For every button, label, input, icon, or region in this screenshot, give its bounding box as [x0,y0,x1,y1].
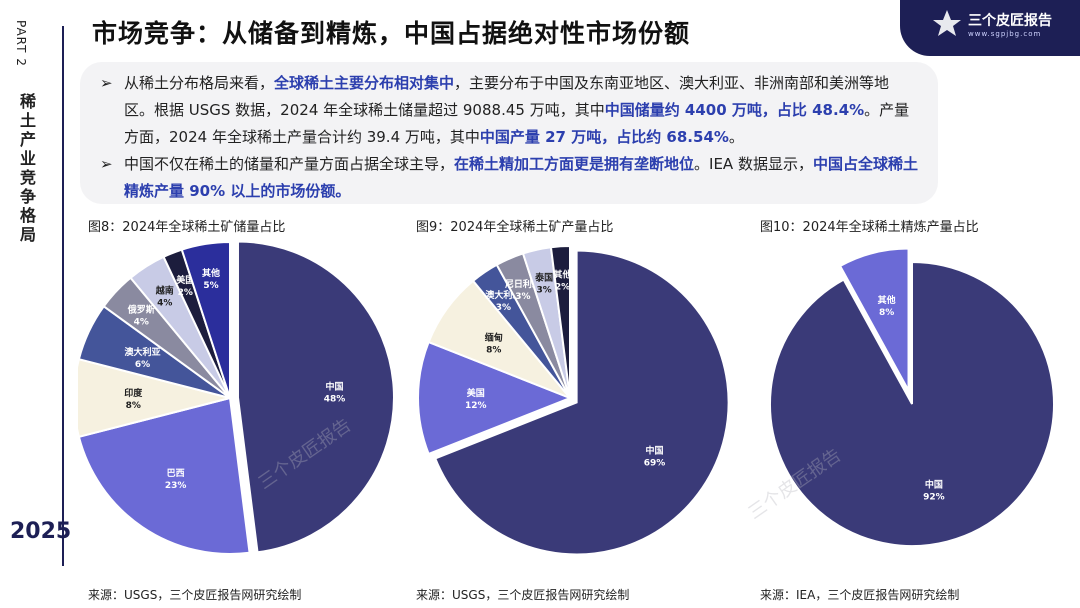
pie-slice-其他 [838,247,910,391]
arrow-bullet-icon: ➢ [100,74,113,92]
body-text: 。 [728,128,744,146]
slice-label-category: 俄罗斯 [127,304,155,316]
slice-label-category: 中国 [925,478,943,490]
pie-slice-中国 [433,249,730,556]
slice-label-value: 48% [324,394,346,404]
highlight-text: 中国储量约 4400 万吨，占比 48.4% [604,101,865,119]
slice-label-value: 2% [178,288,193,298]
body-text: 中国不仅在稀土的储量和产量方面占据全球主导， [124,155,455,173]
slice-label-value: 8% [486,346,501,356]
slice-label-value: 4% [157,298,172,308]
pie-slice-其他 [180,240,231,399]
slice-label-value: 3% [496,303,511,313]
page-title: 市场竞争：从储备到精炼，中国占据绝对性市场份额 [92,19,691,48]
summary-box: ➢ 从稀土分布格局来看，全球稀土主要分布相对集中，主要分布于中国及东南亚地区、澳大… [80,62,938,204]
logo-subtext: www.sgpjbg.com [968,30,1042,38]
slice-label-value: 5% [203,281,218,291]
highlight-text: 全球稀土主要分布相对集中 [274,74,455,92]
year-label: 2025 [10,519,72,544]
slice-label-category: 中国 [326,380,344,392]
section-title: 稀土产业竞争格局 [20,92,37,244]
highlight-text: 中国占全球稀土精炼产量 90% 以上的市场份额。 [124,155,918,200]
bullet-1-text: 从稀土分布格局来看，全球稀土主要分布相对集中，主要分布于中国及东南亚地区、澳大利… [124,74,909,146]
sidebar: PART 2 稀土产业竞争格局 2025 [0,0,72,608]
chart-1-source: 来源：USGS，三个皮匠报告网研究绘制 [88,588,302,602]
chart-3-title: 图10：2024年全球稀土精炼产量占比 [760,220,979,235]
body-text: 。产量方面，2024 年全球稀土产量合计约 39.4 万吨，其中 [124,101,910,146]
slice-label-category: 中国 [646,444,664,456]
slice-label-category: 其他 [878,294,896,306]
slice-label-category: 澳大利亚 [124,346,160,358]
slice-label-value: 92% [923,492,945,502]
refining-pie-chart: 中国 92% 其他 8% [769,247,1055,547]
slice-label-category: 其他 [202,267,220,279]
chart-1-title: 图8：2024年全球稀土矿储量占比 [88,220,286,235]
pie-slice-中国 [236,240,395,554]
sidebar-divider [62,26,64,566]
slice-label-category: 泰国 [534,271,553,283]
body-text: ，主要分布于中国及东南亚地区、澳大利亚、非洲南部和美洲等地区。根据 USGS 数… [124,74,890,119]
pie-slice-美国 [417,340,573,456]
slice-label-value: 8% [879,308,894,318]
pie-slice-巴西 [78,396,251,555]
summary-bullet-2: ➢ 中国不仅在稀土的储量和产量方面占据全球主导，在稀土精加工方面更是拥有垄断地位。… [100,151,918,205]
chart-3-source: 来源：IEA，三个皮匠报告网研究绘制 [760,588,960,602]
slice-label-category: 越南 [155,284,174,296]
chart-2-title: 图9：2024年全球稀土矿产量占比 [416,220,614,235]
summary-bullet-1: ➢ 从稀土分布格局来看，全球稀土主要分布相对集中，主要分布于中国及东南亚地区、澳大… [100,70,918,151]
logo-icon [933,10,961,36]
arrow-bullet-icon: ➢ [100,155,113,173]
slice-label-category: 印度 [124,387,143,399]
highlight-text: 在稀土精加工方面更是拥有垄断地位 [454,155,695,173]
bullet-2-text: 中国不仅在稀土的储量和产量方面占据全球主导，在稀土精加工方面更是拥有垄断地位。I… [124,155,918,200]
body-text: 。IEA 数据显示， [694,155,813,173]
slice-label-value: 2% [555,283,570,293]
slice-label-category: 美国 [467,387,485,399]
highlight-text: 中国产量 27 万吨，占比约 68.54% [479,128,729,146]
part-label: PART 2 [14,20,28,67]
logo-text: 三个皮匠报告 [968,13,1052,29]
brand-logo: 三个皮匠报告 www.sgpjbg.com [900,0,1080,56]
slice-label-value: 23% [165,481,187,491]
pie-slice-中国 [769,260,1055,547]
slice-label-value: 4% [134,318,149,328]
slice-label-value: 3% [536,285,551,295]
slice-label-value: 8% [126,401,141,411]
slice-label-category: 其他 [554,269,572,281]
slice-label-value: 3% [515,292,530,302]
chart-2-source: 来源：USGS，三个皮匠报告网研究绘制 [416,588,630,602]
slice-label-value: 12% [465,401,487,411]
pie-slice-其他 [549,244,571,399]
slice-label-value: 69% [644,458,666,468]
slice-label-value: 6% [135,360,150,370]
slice-label-category: 缅甸 [485,332,503,344]
slice-label-category: 巴西 [167,468,185,479]
body-text: 从稀土分布格局来看， [124,74,275,92]
